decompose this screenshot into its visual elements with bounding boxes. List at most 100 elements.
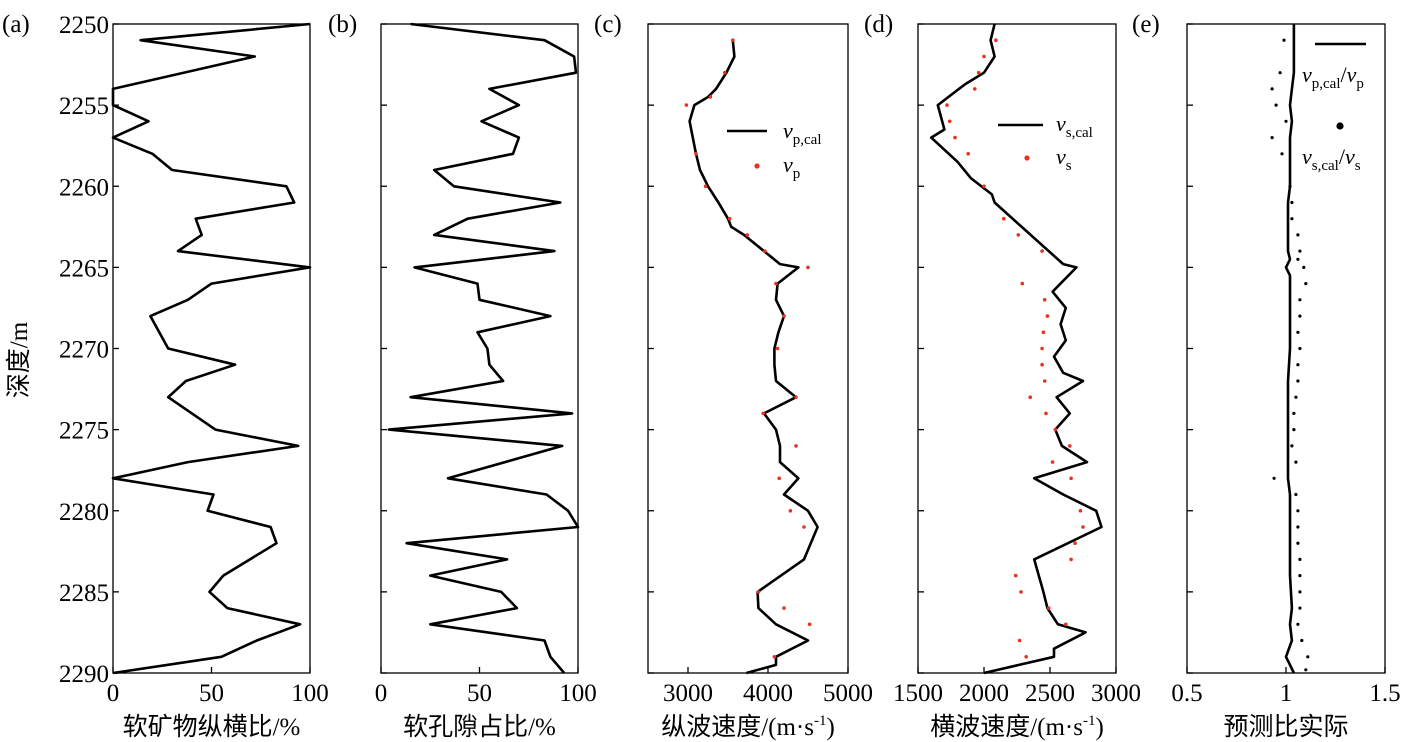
data-point [1296, 509, 1300, 513]
plots-layer: (a) 2250225522602265227022752280228522900… [2, 11, 1401, 741]
data-point [1298, 590, 1302, 594]
data-point [982, 184, 986, 189]
panel-label: (a) [2, 11, 30, 38]
y-tick-label: 2290 [59, 661, 109, 688]
data-point [1296, 233, 1300, 237]
data-point [684, 103, 689, 107]
x-tick-label: 5000 [823, 680, 873, 707]
y-tick-label: 2270 [59, 337, 109, 364]
data-point [1294, 492, 1298, 497]
y-tick-label: 2280 [59, 499, 109, 526]
data-point [1270, 136, 1274, 140]
data-point [1053, 427, 1058, 432]
data-point [1296, 622, 1300, 626]
plot-frame [380, 23, 579, 674]
plot-frame [112, 23, 311, 674]
data-point [763, 249, 767, 253]
panel-a: (a) 2250 2255 2260 2265 2270 2275 2280 2285 22900… [2, 11, 329, 741]
legend-label-vs-cal: vs,cal [1056, 111, 1093, 141]
data-point [756, 590, 761, 594]
x-axis-label: 软孔隙占比/% [403, 713, 556, 741]
data-point [1288, 184, 1292, 188]
data-point [1296, 363, 1300, 367]
x-tick-label: 0 [375, 680, 388, 707]
data-point [731, 38, 735, 42]
legend-marker-vs-ratio [1336, 122, 1344, 130]
x-tick-label: 1.5 [1369, 680, 1400, 707]
x-tick-label: 50 [199, 680, 224, 707]
panel-label: (c) [594, 11, 622, 38]
data-point [775, 346, 780, 351]
data-point [1298, 249, 1302, 253]
data-point [947, 119, 952, 124]
x-tick-label: 1500 [893, 680, 943, 707]
data-point [1296, 541, 1300, 545]
data-point [1296, 330, 1300, 334]
data-point [703, 184, 708, 189]
data-point [727, 216, 732, 221]
data-point [782, 606, 786, 610]
x-axis-label: 预测比实际 [1223, 713, 1348, 741]
legend-marker-vs [1024, 155, 1030, 161]
data-point [1042, 298, 1047, 302]
y-axis-label-text: 深度/m [6, 321, 33, 399]
data-point [1302, 265, 1306, 269]
data-point [1292, 428, 1296, 432]
data-point [945, 103, 949, 107]
data-point [973, 87, 977, 91]
y-tick-label: 2255 [59, 93, 109, 120]
x-axis-label: 软矿物纵横比/% [123, 713, 301, 741]
panel-label: (d) [864, 11, 893, 38]
series-line [929, 23, 1103, 675]
x-tick-label: 0 [107, 680, 120, 707]
data-point [1078, 509, 1083, 513]
data-point [1294, 395, 1298, 399]
data-point [1050, 460, 1055, 464]
series-line [387, 22, 580, 674]
data-point [774, 281, 778, 286]
x-tick-label: 2500 [1025, 680, 1075, 707]
data-point [694, 152, 698, 156]
x-tick-label: 3000 [663, 680, 713, 707]
data-point [708, 95, 713, 99]
data-point [1044, 411, 1048, 416]
data-point [1040, 362, 1044, 367]
y-tick-label: 2260 [59, 174, 109, 201]
series-line [688, 40, 819, 675]
x-axis-label: 纵波速度/(m·s-1) [661, 713, 835, 741]
y-tick-label: 2265 [59, 255, 109, 282]
data-point [1298, 557, 1302, 562]
x-tick-label: 3000 [1091, 680, 1141, 707]
data-point [953, 135, 957, 140]
x-tick-label: 50 [467, 680, 492, 707]
plot-frame [647, 23, 849, 674]
data-point [1306, 655, 1310, 659]
panel-label: (b) [328, 11, 357, 38]
data-point [1041, 330, 1046, 335]
data-point [1016, 233, 1021, 237]
data-point [1304, 668, 1308, 672]
data-point [1040, 249, 1044, 253]
y-axis-label: 深度/m [0, 290, 34, 430]
data-point [782, 314, 786, 318]
data-point [1045, 314, 1050, 318]
data-point [1002, 216, 1006, 221]
legend-c: vp,cal vp [727, 118, 822, 182]
data-point [1296, 525, 1300, 529]
data-point [1304, 282, 1308, 286]
legend-e: vp,cal/vp vs,cal/vs [1302, 42, 1366, 174]
data-point [745, 233, 749, 237]
data-point [1270, 87, 1274, 91]
data-point [1042, 379, 1047, 383]
legend-label-vs: vs [1056, 144, 1072, 174]
legend-label-vp-ratio: vp,cal/vp [1302, 62, 1364, 92]
data-point [1017, 638, 1022, 643]
data-point [994, 38, 998, 42]
panel-d: (d) 1500 2000 2500 3000 横波速度/(m·s-1) [864, 11, 1141, 741]
data-point [1298, 606, 1302, 610]
data-point [1292, 411, 1296, 415]
data-point [1290, 217, 1294, 221]
data-point [1073, 541, 1077, 545]
